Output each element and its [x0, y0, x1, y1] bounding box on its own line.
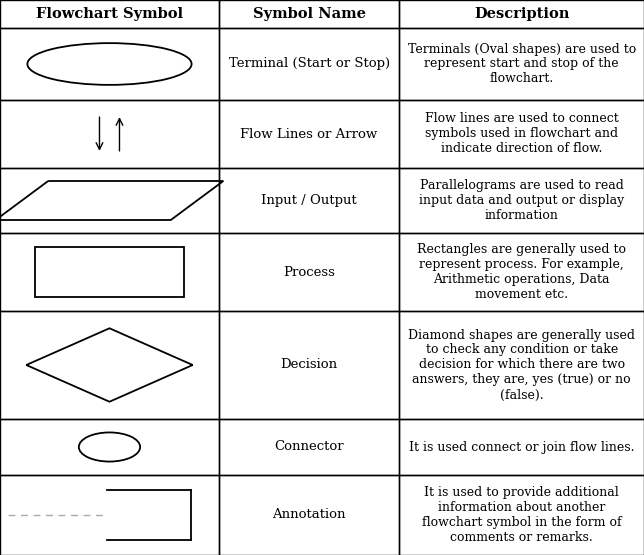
- Bar: [399, 28, 644, 100]
- Bar: [0, 100, 219, 168]
- Text: Connector: Connector: [274, 441, 344, 453]
- Bar: [219, 311, 399, 419]
- Bar: [219, 475, 399, 555]
- Text: Terminal (Start or Stop): Terminal (Start or Stop): [229, 58, 390, 70]
- Text: It is used to provide additional
information about another
flowchart symbol in t: It is used to provide additional informa…: [422, 486, 621, 544]
- Bar: [399, 100, 644, 168]
- Bar: [399, 233, 644, 311]
- Text: Terminals (Oval shapes) are used to
represent start and stop of the
flowchart.: Terminals (Oval shapes) are used to repr…: [408, 43, 636, 85]
- Bar: [219, 168, 399, 233]
- Bar: [0, 0, 219, 28]
- Bar: [399, 311, 644, 419]
- Text: Description: Description: [474, 7, 569, 21]
- Bar: [0, 311, 219, 419]
- Text: Flow Lines or Arrow: Flow Lines or Arrow: [240, 128, 378, 140]
- Bar: [399, 168, 644, 233]
- Text: Process: Process: [283, 265, 335, 279]
- Text: Decision: Decision: [281, 359, 337, 371]
- Bar: [35, 246, 184, 297]
- Text: Diamond shapes are generally used
to check any condition or take
decision for wh: Diamond shapes are generally used to che…: [408, 329, 635, 401]
- Text: It is used connect or join flow lines.: It is used connect or join flow lines.: [409, 441, 634, 453]
- Bar: [0, 233, 219, 311]
- Bar: [0, 475, 219, 555]
- Bar: [219, 233, 399, 311]
- Bar: [0, 168, 219, 233]
- Bar: [0, 28, 219, 100]
- Bar: [219, 28, 399, 100]
- Bar: [399, 419, 644, 475]
- Bar: [219, 0, 399, 28]
- Bar: [219, 419, 399, 475]
- Bar: [219, 100, 399, 168]
- Text: Flowchart Symbol: Flowchart Symbol: [36, 7, 183, 21]
- Text: Input / Output: Input / Output: [261, 194, 357, 207]
- Bar: [399, 0, 644, 28]
- Text: Annotation: Annotation: [272, 508, 346, 522]
- Text: Rectangles are generally used to
represent process. For example,
Arithmetic oper: Rectangles are generally used to represe…: [417, 243, 626, 301]
- Text: Flow lines are used to connect
symbols used in flowchart and
indicate direction : Flow lines are used to connect symbols u…: [425, 113, 618, 155]
- Text: Parallelograms are used to read
input data and output or display
information: Parallelograms are used to read input da…: [419, 179, 624, 222]
- Bar: [399, 475, 644, 555]
- Text: Symbol Name: Symbol Name: [252, 7, 366, 21]
- Bar: [0, 419, 219, 475]
